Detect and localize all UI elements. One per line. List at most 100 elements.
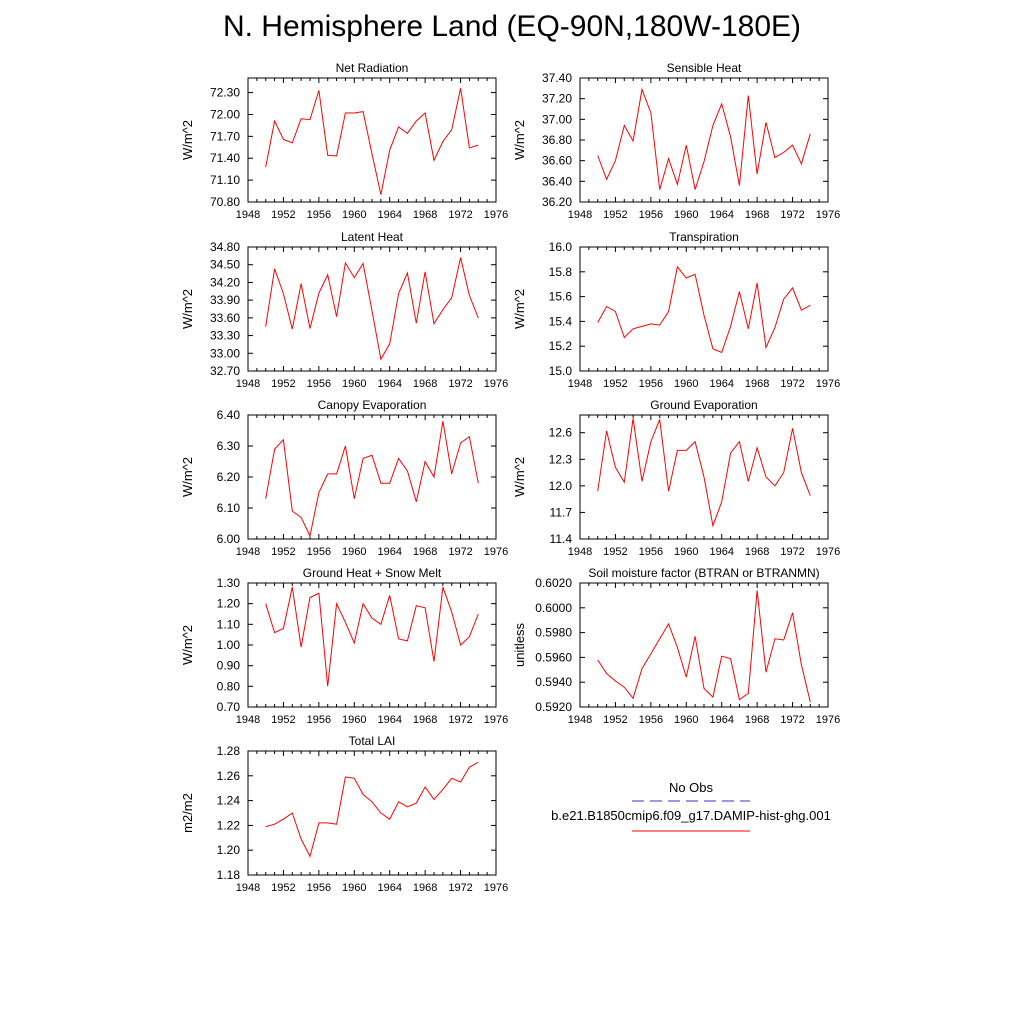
- y-tick-label: 1.10: [217, 617, 241, 631]
- y-axis-label: W/m^2: [180, 457, 195, 497]
- x-tick-label: 1972: [448, 546, 472, 558]
- y-tick-label: 0.5980: [535, 626, 572, 640]
- x-tick-label: 1964: [377, 546, 401, 558]
- y-tick-label: 1.24: [217, 794, 241, 808]
- panel-title: Total LAI: [349, 734, 396, 748]
- x-tick-label: 1948: [236, 209, 260, 221]
- x-tick-label: 1956: [307, 378, 331, 390]
- x-tick-label: 1964: [377, 714, 401, 726]
- series-line: [265, 257, 479, 361]
- x-tick-label: 1968: [745, 378, 769, 390]
- x-tick-label: 1956: [307, 882, 331, 894]
- y-axis-label: W/m^2: [180, 625, 195, 665]
- y-tick-label: 12.0: [549, 479, 573, 493]
- x-tick-label: 1952: [271, 378, 295, 390]
- y-tick-label: 1.20: [217, 843, 241, 857]
- x-tick-label: 1972: [780, 378, 804, 390]
- x-tick-label: 1952: [603, 209, 627, 221]
- panel-title: Ground Heat + Snow Melt: [303, 566, 442, 580]
- y-axis-label: W/m^2: [512, 457, 527, 497]
- plot-frame: [579, 246, 829, 372]
- x-tick-label: 1964: [709, 546, 733, 558]
- x-tick-label: 1952: [603, 546, 627, 558]
- y-tick-label: 71.10: [210, 173, 240, 187]
- panel-soil-moisture-factor: Soil moisture factor (BTRAN or BTRANMN) u…: [512, 566, 840, 726]
- y-tick-label: 1.20: [217, 597, 241, 611]
- x-tick-label: 1952: [603, 378, 627, 390]
- x-tick-label: 1960: [342, 714, 366, 726]
- x-tick-label: 1972: [780, 209, 804, 221]
- x-tick-label: 1948: [568, 546, 592, 558]
- y-tick-label: 1.22: [217, 818, 241, 832]
- y-tick-label: 1.28: [217, 744, 241, 758]
- x-tick-label: 1948: [236, 714, 260, 726]
- x-tick-label: 1972: [780, 714, 804, 726]
- y-tick-label: 15.8: [549, 265, 573, 279]
- y-tick-label: 11.7: [550, 505, 573, 519]
- series-line: [265, 421, 479, 538]
- x-tick-label: 1968: [413, 546, 437, 558]
- series-line: [597, 265, 811, 354]
- x-tick-label: 1976: [484, 882, 508, 894]
- x-tick-label: 1956: [639, 378, 663, 390]
- x-tick-label: 1972: [448, 378, 472, 390]
- series-line: [597, 87, 811, 190]
- panel-title: Net Radiation: [336, 61, 409, 75]
- panel-sensible-heat: Sensible Heat W/m^2 1948 1952 1956 1960 1964 19…: [512, 61, 840, 221]
- y-tick-label: 12.6: [549, 426, 573, 440]
- panel-ground-heat-snow-melt: Ground Heat + Snow Melt W/m^2 1948 1952 1956…: [180, 566, 508, 726]
- y-tick-label: 36.80: [542, 133, 572, 147]
- x-tick-label: 1960: [674, 546, 698, 558]
- y-tick-label: 0.90: [217, 659, 241, 673]
- y-tick-label: 6.30: [217, 439, 241, 453]
- y-tick-label: 34.20: [210, 275, 240, 289]
- y-tick-label: 6.40: [217, 408, 241, 422]
- x-tick-label: 1964: [709, 714, 733, 726]
- x-tick-label: 1952: [271, 882, 295, 894]
- x-tick-label: 1964: [377, 882, 401, 894]
- x-tick-label: 1968: [413, 714, 437, 726]
- y-tick-label: 34.50: [210, 258, 240, 272]
- x-tick-label: 1964: [377, 378, 401, 390]
- x-tick-label: 1960: [674, 209, 698, 221]
- y-tick-label: 6.00: [217, 532, 241, 546]
- y-axis-label: W/m^2: [512, 289, 527, 329]
- x-tick-label: 1948: [568, 209, 592, 221]
- series-line: [597, 590, 811, 703]
- plot-frame: [247, 582, 497, 708]
- y-tick-label: 1.26: [217, 769, 241, 783]
- x-tick-label: 1956: [307, 714, 331, 726]
- y-tick-label: 15.4: [549, 314, 573, 328]
- x-tick-label: 1968: [745, 714, 769, 726]
- series-line: [265, 586, 479, 687]
- x-tick-label: 1972: [448, 882, 472, 894]
- y-tick-label: 72.00: [210, 107, 240, 121]
- y-tick-label: 6.20: [217, 470, 241, 484]
- x-tick-label: 1964: [709, 209, 733, 221]
- legend-model-label: b.e21.B1850cmip6.f09_g17.DAMIP-hist-ghg.…: [551, 808, 831, 823]
- y-tick-label: 1.18: [217, 868, 241, 882]
- y-tick-label: 37.40: [542, 71, 572, 85]
- panel-title: Latent Heat: [341, 230, 404, 244]
- x-tick-label: 1972: [448, 714, 472, 726]
- y-tick-label: 33.90: [210, 293, 240, 307]
- x-tick-label: 1948: [236, 546, 260, 558]
- y-tick-label: 0.6000: [535, 601, 572, 615]
- y-tick-label: 0.6020: [535, 576, 572, 590]
- x-tick-label: 1960: [674, 714, 698, 726]
- panel-title: Ground Evaporation: [650, 398, 757, 412]
- y-tick-label: 0.5960: [535, 650, 572, 664]
- panel-total-lai: Total LAI m2/m2 1948 1952 1956 1960 1964 1968 19…: [180, 734, 508, 894]
- x-tick-label: 1952: [271, 546, 295, 558]
- x-tick-label: 1976: [484, 378, 508, 390]
- y-tick-label: 6.10: [217, 501, 241, 515]
- y-tick-label: 15.6: [549, 290, 573, 304]
- x-tick-label: 1976: [816, 209, 840, 221]
- y-tick-label: 16.0: [549, 240, 573, 254]
- x-tick-label: 1956: [307, 546, 331, 558]
- plot-frame: [247, 750, 497, 876]
- y-tick-label: 1.30: [217, 576, 241, 590]
- x-tick-label: 1968: [745, 209, 769, 221]
- y-tick-label: 36.40: [542, 174, 572, 188]
- panel-transpiration: Transpiration W/m^2 1948 1952 1956 1960 1964 19…: [512, 230, 840, 390]
